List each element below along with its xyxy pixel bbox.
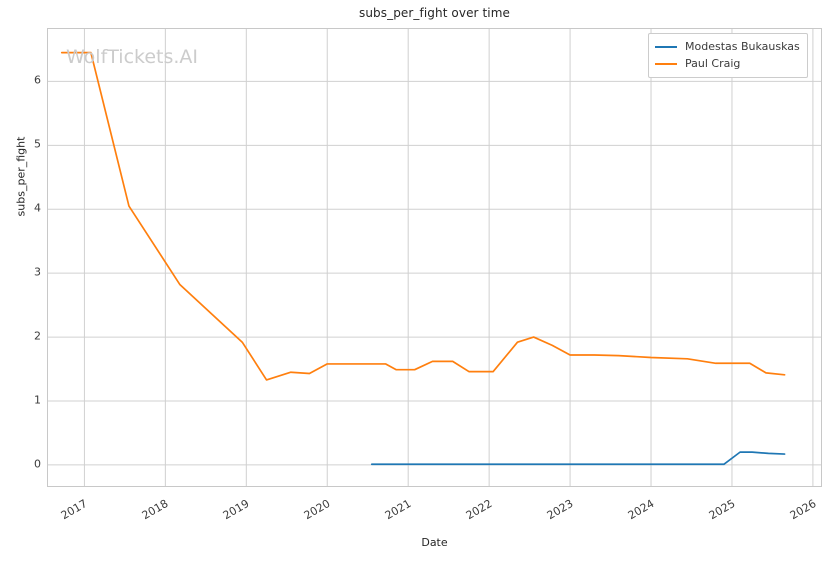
- y-tick-label: 6: [34, 73, 41, 87]
- y-tick-label: 2: [34, 329, 41, 343]
- legend-label-series-1: Paul Craig: [685, 57, 741, 70]
- x-tick-label: 2019: [221, 497, 252, 523]
- grid-lines: [48, 29, 821, 486]
- legend-swatch-series-1: [655, 62, 677, 65]
- series-line-1: [60, 51, 786, 381]
- x-tick-label: 2022: [463, 497, 495, 523]
- y-tick-label: 4: [34, 201, 41, 215]
- x-tick-label: 2026: [787, 497, 819, 523]
- y-tick-label: 5: [34, 137, 41, 151]
- y-tick-label: 3: [34, 265, 41, 279]
- chart-title: subs_per_fight over time: [358, 6, 511, 20]
- legend-label-series-0: Modestas Bukauskas: [685, 40, 800, 53]
- x-tick-label: 2021: [382, 497, 414, 523]
- series-line-0: [370, 451, 786, 466]
- y-axis-ticks: 0 1 2 3 4 5 6: [8, 28, 41, 487]
- chart-legend: Modestas Bukauskas Paul Craig: [648, 33, 808, 78]
- legend-item[interactable]: Modestas Bukauskas: [655, 38, 800, 55]
- plot-area: WolfTickets.AI: [47, 28, 822, 487]
- x-tick-label: 2017: [59, 497, 90, 523]
- legend-item[interactable]: Paul Craig: [655, 55, 800, 72]
- legend-swatch-series-0: [655, 45, 677, 48]
- x-tick-label: 2020: [302, 497, 333, 523]
- y-tick-label: 0: [34, 457, 41, 471]
- x-tick-label: 2024: [625, 497, 657, 523]
- x-axis-ticks: 2017 2018 2019 2020 2021 2022 2023 2024 2025 2026: [0, 491, 839, 536]
- series-lines: [60, 51, 786, 466]
- y-tick-label: 1: [34, 393, 41, 407]
- x-axis-label: Date: [421, 536, 448, 549]
- x-tick-label: 2018: [140, 497, 171, 523]
- x-tick-label: 2023: [544, 497, 576, 523]
- x-tick-label: 2025: [706, 497, 738, 523]
- plot-svg: [48, 29, 821, 486]
